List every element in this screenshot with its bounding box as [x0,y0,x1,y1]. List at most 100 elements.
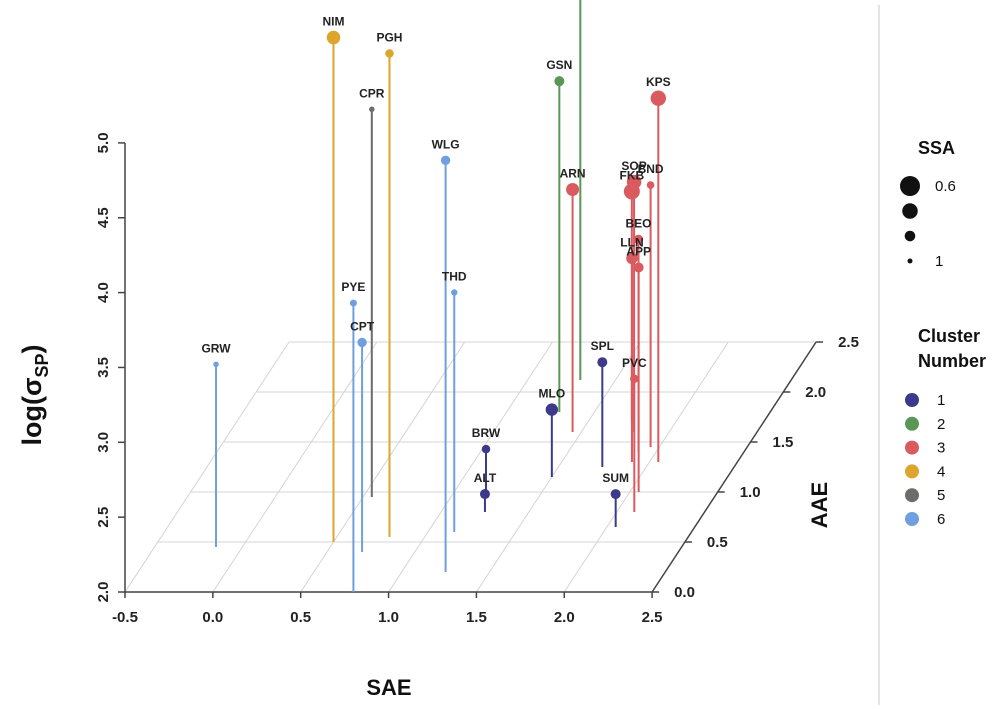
legend-cluster-swatch [905,393,919,407]
legend-cluster-swatch [905,440,919,455]
point-label: LLN [620,235,643,249]
chart-grid [124,341,817,593]
data-point [369,106,375,113]
point-label: THD [442,269,467,283]
x-tick-label: 2.0 [554,609,575,626]
chart-point-labels: AMYGSNFKBARNSOPBNDBEOKPSLLNSPLMLOAPPCPRB… [201,15,671,486]
legend-cluster-swatch [905,512,919,526]
legend-cluster-swatch [905,464,919,479]
data-point [349,299,357,307]
data-point [597,357,608,368]
point-label: GRW [201,341,231,355]
point-label: SPL [591,339,614,353]
grid-line-x [475,341,641,593]
point-label: KPS [646,75,671,89]
legend-ssa-label: 0.6 [935,178,956,195]
point-label: PGH [376,30,402,44]
point-label: PVC [622,356,647,370]
grid-line-x [563,341,729,593]
point-label: BND [638,162,664,176]
legend-cluster-swatch [905,416,919,431]
legend-cluster-label: 3 [937,440,945,457]
point-label: BEO [626,216,652,230]
x-tick-label: -0.5 [112,609,138,626]
data-point [385,49,394,58]
legend-ssa-dot [904,230,916,242]
x-tick-label: 1.0 [378,609,399,626]
legend-ssa-dot [907,258,913,264]
z-axis-title-main: log(σ [17,378,47,446]
data-point [633,234,644,245]
y-tick-label: 0.0 [674,584,695,601]
y-tick-label: 2.0 [805,384,826,401]
z-tick-label: 4.0 [95,282,112,303]
z-tick-label: 3.5 [95,357,112,378]
point-label: SOP [621,159,646,173]
data-point [633,262,644,273]
point-label: APP [626,244,651,258]
y-tick-label: 1.5 [773,434,794,451]
point-label: GSN [546,58,572,72]
legend-ssa-entries: 0.61 [900,176,956,270]
x-axis-title: SAE [366,675,411,700]
point-label: ALT [474,471,497,485]
z-axis-title: log(σSP) [17,345,52,446]
chart-stems [215,0,660,592]
point-label: NIM [323,15,345,29]
legend-cluster-label: 1 [937,392,945,409]
chart-axes: 2.0 2.5 3.0 3.5 4.0 4.5 5.0 -0.5 0.0 0.5 1.0 1.5 2.0… [95,132,859,626]
z-axis-title-close: ) [17,345,47,354]
legend-ssa-dot [902,203,918,219]
point-label: BRW [472,426,501,440]
legend-cluster-title-2: Number [918,351,986,371]
y-tick-label: 2.5 [838,334,859,351]
data-point [626,252,638,265]
x-tick-label: 0.5 [290,609,311,626]
data-point [213,361,219,368]
data-point [451,289,458,296]
z-tick-label: 2.5 [95,507,112,528]
y-axis-line [651,341,817,593]
grid-line-x [300,341,466,593]
data-point [650,90,667,106]
data-point [626,174,642,190]
y-tick-label: 0.5 [707,534,728,551]
point-label: ARN [560,166,586,180]
point-label: MLO [539,387,566,401]
data-point [326,30,341,45]
x-tick-label: 1.5 [466,609,487,626]
z-axis-title-sub: SP [32,354,52,378]
z-tick-label: 2.0 [95,582,112,603]
legend-ssa-label: 1 [935,253,943,270]
z-tick-label: 5.0 [95,132,112,153]
point-label: CPT [350,319,375,333]
data-point [630,374,639,384]
data-point [481,444,491,454]
data-point [440,155,451,166]
y-tick-label: 1.0 [740,484,761,501]
data-point [357,337,367,348]
data-point [566,182,580,196]
legend-cluster-label: 4 [937,463,945,480]
data-point [610,489,621,500]
point-label: FKB [620,168,645,182]
legend-cluster-entries: 1 2 3 4 5 6 [905,392,945,528]
x-tick-label: 2.5 [642,609,663,626]
data-point [545,403,559,416]
point-label: WLG [432,137,460,151]
z-tick-label: 3.0 [95,432,112,453]
grid-line-x [212,341,378,593]
grid-line-x [388,341,553,593]
data-point [646,181,655,189]
legend-cluster-title: Cluster [918,326,980,346]
grid-line-x [124,341,290,593]
chart-points [213,30,667,500]
legend-cluster-label: 5 [937,487,945,504]
legend-cluster-label: 6 [937,511,945,528]
y-axis-title: AAE [807,482,832,528]
z-tick-label: 4.5 [95,207,112,228]
data-point [554,76,565,87]
legend-ssa-dot [900,176,920,196]
